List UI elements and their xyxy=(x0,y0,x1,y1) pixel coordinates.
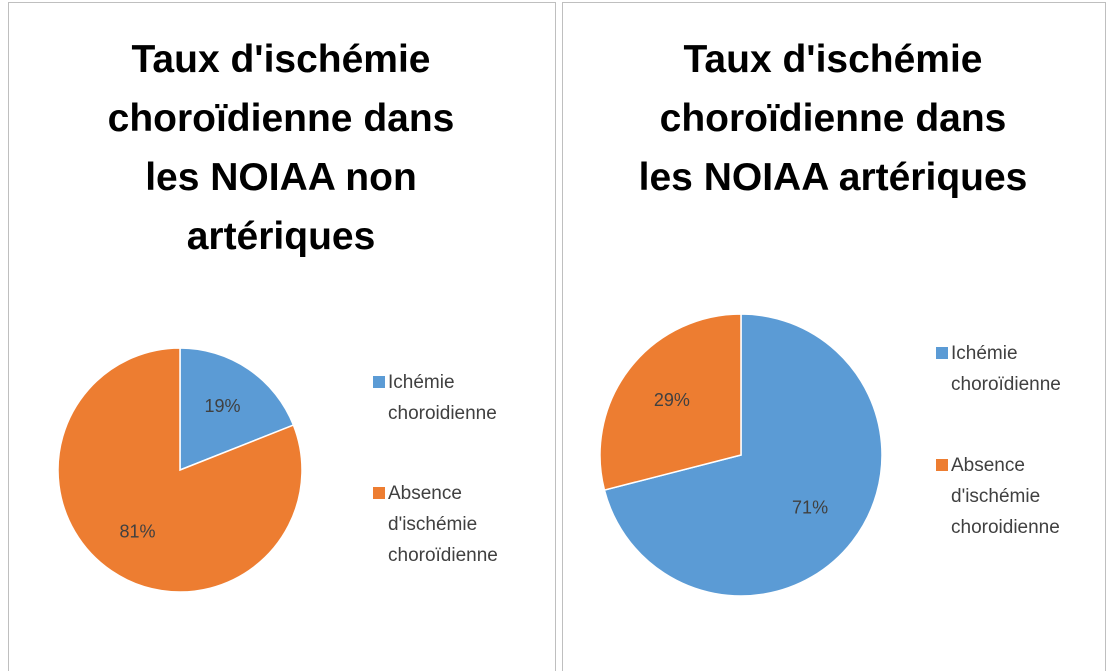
pie-slice xyxy=(599,313,742,491)
chart-title: Taux d'ischémie xyxy=(683,38,983,81)
data-label: 19% xyxy=(205,396,241,416)
legend-swatch xyxy=(936,347,948,359)
chart-title: les NOIAA non xyxy=(145,156,417,199)
legend-label: Absence d'ischémie choroïdienne xyxy=(388,483,498,566)
data-label: 81% xyxy=(119,521,155,541)
legend-swatch xyxy=(936,459,948,471)
chart-title: Taux d'ischémie xyxy=(131,38,431,81)
legend-swatch xyxy=(373,487,385,499)
pie-slice xyxy=(603,313,883,597)
legend-label: Ichémie choroidienne xyxy=(388,372,497,424)
chart-title: choroïdienne dans xyxy=(659,97,1007,140)
chart-title: les NOIAA artériques xyxy=(638,156,1028,199)
legend-swatch xyxy=(373,376,385,388)
data-label: 71% xyxy=(792,497,828,517)
pie-slice xyxy=(179,347,295,472)
legend-label: Absence d'ischémie choroidienne xyxy=(951,455,1060,538)
chart-panel xyxy=(562,2,1106,671)
chart-title: artériques xyxy=(186,215,376,258)
chart-title: choroïdienne dans xyxy=(107,97,455,140)
data-label: 29% xyxy=(654,390,690,410)
chart-panel xyxy=(8,2,556,671)
legend-label: Ichémie choroïdienne xyxy=(951,343,1061,395)
pie-slice xyxy=(57,347,303,593)
